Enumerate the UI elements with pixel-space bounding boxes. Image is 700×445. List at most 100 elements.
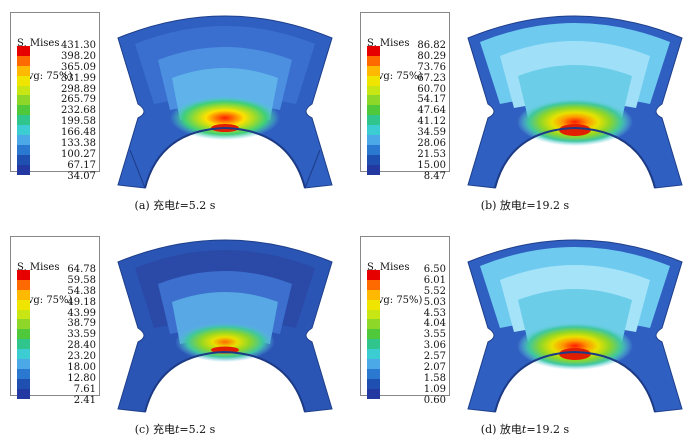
legend-label: 21.53 [417,148,446,160]
legend-color-segment [367,270,380,280]
legend-labels: 6.50 6.01 5.52 5.03 4.53 4.04 3.55 3.06 … [391,264,446,407]
legend-label: 7.61 [73,383,96,395]
legend-color-segment [17,115,30,126]
caption-variable: t [521,199,527,212]
figure-caption: (b) 放电t=19.2 s [350,197,700,213]
legend-color-bar [17,270,30,399]
legend-title-line2: (Avg: 75%) [367,295,423,306]
legend-label: 60.70 [417,83,446,95]
legend-label: 3.06 [423,340,446,352]
caption-variable: t [521,423,527,436]
legend-title: S, Mises (Avg: 75%) [17,240,72,328]
legend-color-segment [367,279,380,290]
legend-title-line2: (Avg: 75%) [17,295,73,306]
legend-labels: 64.78 59.58 54.38 49.18 43.99 38.79 33.5… [41,264,96,407]
caption-value: =19.2 s [526,199,570,212]
legend-title: S, Mises (Avg: 75%) [17,16,72,104]
legend-color-segment [367,289,380,300]
stress-legend: S, Mises (Avg: 75%) 6.50 6.01 5.52 5.03 … [360,236,450,406]
legend-label: 12.80 [67,372,96,384]
legend-color-segment [17,154,30,165]
legend-color-segment [17,339,30,350]
legend-color-bar [17,46,30,175]
caption-prefix: (b) 放电 [480,199,522,212]
legend-title-line2: (Avg: 75%) [17,71,73,82]
legend-label: 1.58 [423,372,446,384]
legend-color-segment [17,144,30,155]
legend-label: 265.79 [61,94,96,106]
caption-prefix: (d) 放电 [480,423,522,436]
panel-c: S, Mises (Avg: 75%) 64.78 59.58 54.38 49… [0,224,350,445]
legend-color-segment [17,378,30,389]
legend-label: 33.59 [67,329,96,341]
legend-color-segment [367,388,380,399]
panel-b: S, Mises (Avg: 75%) 86.82 80.29 73.76 67… [350,0,700,221]
legend-color-segment [367,378,380,389]
legend-label: 73.76 [417,61,446,73]
legend-color-segment [367,75,380,86]
legend-title-line1: S, Mises [367,262,410,273]
legend-color-segment [17,309,30,320]
legend-color-bar [367,46,380,175]
legend-color-segment [367,85,380,96]
legend-label: 4.53 [423,307,446,319]
caption-variable: t [175,199,180,212]
legend-label: 18.00 [67,362,96,374]
legend-label: 3.55 [423,329,446,341]
stress-legend: S, Mises (Avg: 75%) 86.82 80.29 73.76 67… [360,12,450,182]
caption-prefix: (c) 充电 [134,423,175,436]
legend-label: 2.57 [423,351,446,363]
legend-label: 232.68 [61,105,96,117]
caption-prefix: (a) 充电 [134,199,176,212]
legend-label: 8.47 [423,170,446,182]
legend-title-line1: S, Mises [17,262,60,273]
legend-label: 298.89 [61,83,96,95]
legend-label: 5.03 [423,296,446,308]
legend-color-segment [367,359,380,369]
legend-title-line1: S, Mises [367,38,410,49]
legend-label: 54.17 [417,94,446,106]
legend-title-line2: (Avg: 75%) [367,71,423,82]
legend-color-segment [17,359,30,369]
legend-label: 38.79 [67,318,96,330]
legend-color-segment [367,329,380,340]
legend-label: 199.58 [61,116,96,128]
legend-color-segment [17,75,30,86]
legend-color-segment [367,105,380,116]
legend-color-segment [367,46,380,56]
figure-caption: (d) 放电t=19.2 s [350,421,700,437]
legend-color-segment [367,339,380,350]
caption-value: =19.2 s [526,423,570,436]
legend-label: 100.27 [61,148,96,160]
legend-label: 34.07 [67,170,96,182]
legend-label: 166.48 [61,127,96,139]
legend-color-segment [17,46,30,56]
stress-contour-model [117,15,333,189]
legend-color-segment [17,279,30,290]
legend-color-segment [367,319,380,330]
legend-color-segment [367,125,380,136]
legend-label: 23.20 [67,351,96,363]
legend-color-segment [367,299,380,310]
legend-label: 41.12 [417,116,446,128]
legend-labels: 431.30 398.20 365.09 331.99 298.89 265.7… [41,40,96,183]
legend-label: 64.78 [67,264,96,275]
legend-label: 5.52 [423,285,446,297]
legend-label: 331.99 [61,72,96,84]
legend-label: 86.82 [417,40,446,51]
legend-label: 431.30 [61,40,96,51]
legend-label: 54.38 [67,285,96,297]
legend-label: 398.20 [61,50,96,62]
stress-legend: S, Mises (Avg: 75%) 64.78 59.58 54.38 49… [10,236,100,406]
panel-a: S, Mises (Avg: 75%) 431.30 398.20 365.09… [0,0,350,221]
legend-label: 59.58 [67,274,96,286]
stress-contour-model [467,239,683,413]
figure-caption: (a) 充电t=5.2 s [0,197,350,213]
figure-caption: (c) 充电t=5.2 s [0,421,350,437]
legend-label: 2.41 [73,394,96,406]
legend-color-segment [17,135,30,145]
legend-color-segment [17,65,30,76]
legend-label: 34.59 [417,127,446,139]
legend-color-segment [367,154,380,165]
legend-color-segment [367,368,380,379]
